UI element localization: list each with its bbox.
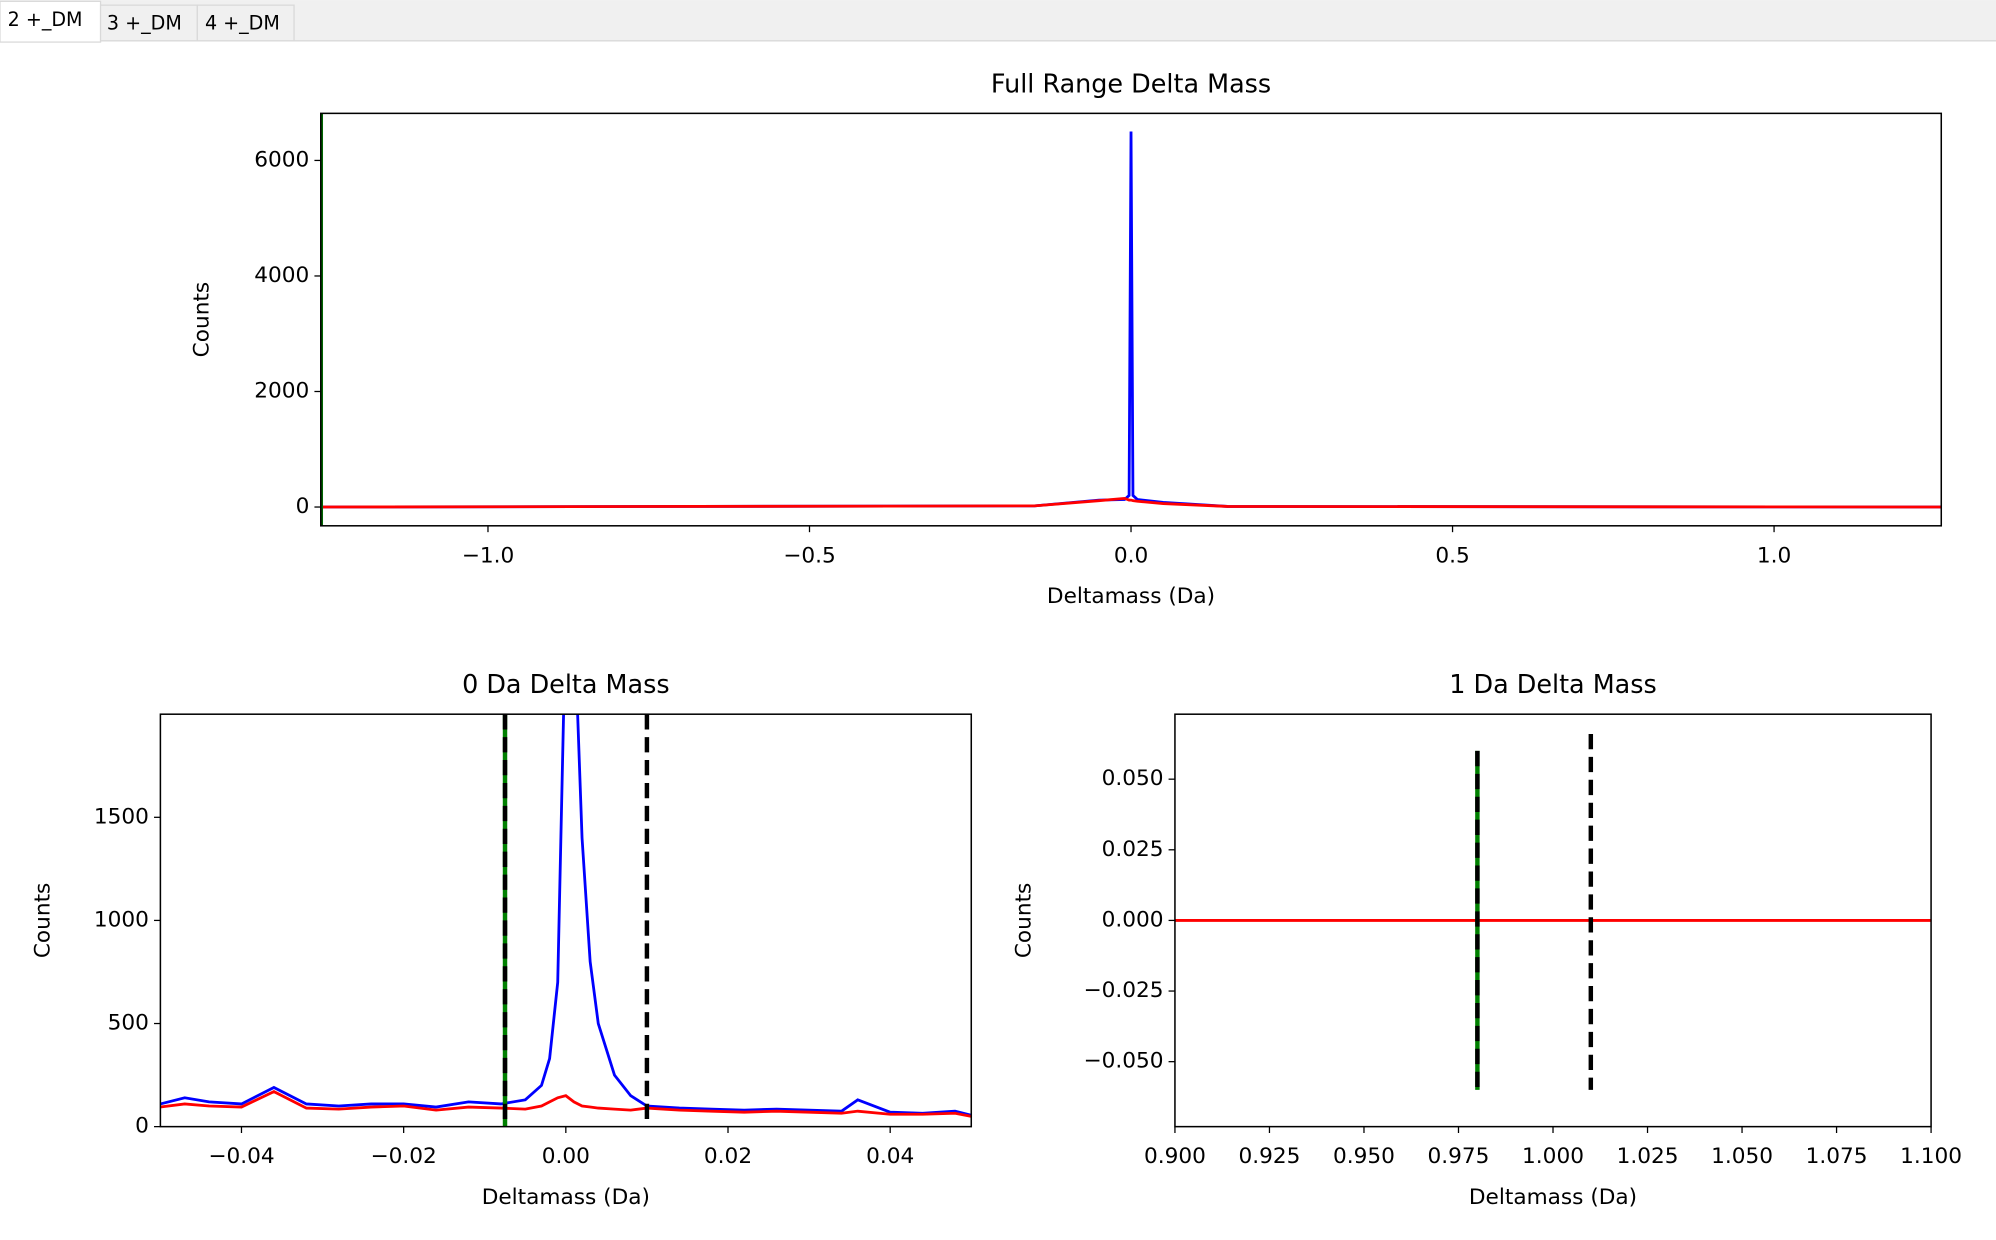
tab-label[interactable]: 2 +_DM [8,8,83,31]
x-tick-label: 0.04 [866,1144,914,1169]
plot-frame [159,713,973,1128]
data-line [160,1090,972,1118]
x-tick-label: 0.02 [704,1144,752,1169]
x-tick-label: −0.5 [783,543,836,568]
data-line [320,496,1942,509]
chart-title: Full Range Delta Mass [991,69,1271,99]
x-tick-label: −1.0 [462,543,515,568]
tab[interactable] [99,4,198,42]
y-tick-label: 500 [108,1011,149,1036]
y-tick-label: 0 [135,1114,149,1139]
y-tick-label: −0.050 [1083,1049,1163,1074]
plot-frame [320,112,1943,527]
x-tick-label: 0.975 [1428,1144,1490,1169]
tab-active[interactable] [0,0,102,43]
x-tick-label: −0.02 [371,1144,437,1169]
x-axis-label: Deltamass (Da) [482,1185,650,1210]
tab[interactable] [196,4,295,42]
y-tick-label: 2000 [254,378,309,403]
x-axis-label: Deltamass (Da) [1469,1185,1637,1210]
x-tick-label: 0.925 [1238,1144,1300,1169]
x-tick-label: 1.0 [1757,543,1791,568]
x-tick-label: 1.075 [1806,1144,1868,1169]
y-tick-label: 0.025 [1102,837,1164,862]
plot-frame [1174,713,1932,1128]
x-tick-label: 0.5 [1435,543,1469,568]
data-line [160,714,972,1117]
x-tick-label: 0.900 [1144,1144,1206,1169]
x-tick-label: 1.000 [1522,1144,1584,1169]
y-tick-label: 0 [296,494,310,519]
x-tick-label: −0.04 [208,1144,274,1169]
y-axis-label: Counts [1012,883,1037,959]
y-axis-label: Counts [189,282,214,358]
x-tick-label: 1.100 [1900,1144,1962,1169]
y-tick-label: 0.050 [1102,766,1164,791]
y-tick-label: 6000 [254,147,309,172]
tab-label[interactable]: 3 +_DM [107,12,182,35]
x-tick-label: 0.00 [542,1144,590,1169]
y-tick-label: 1000 [94,907,149,932]
y-tick-label: −0.025 [1083,978,1163,1003]
x-tick-label: 1.025 [1617,1144,1679,1169]
plot-area [320,113,1942,526]
chart-title: 1 Da Delta Mass [1449,670,1657,700]
x-axis-label: Deltamass (Da) [1047,584,1215,609]
y-tick-label: 0.000 [1102,907,1164,932]
x-tick-label: 1.050 [1711,1144,1773,1169]
tab-label[interactable]: 4 +_DM [205,12,280,35]
plot-area [160,714,972,1127]
y-axis-label: Counts [30,883,55,959]
data-line [320,131,1942,509]
plot-area [1174,733,1932,1090]
tab-bar [0,0,1996,41]
x-tick-label: 0.0 [1114,543,1148,568]
chart-title: 0 Da Delta Mass [462,670,670,700]
y-tick-label: 4000 [254,263,309,288]
y-tick-label: 1500 [94,804,149,829]
x-tick-label: 0.950 [1333,1144,1395,1169]
